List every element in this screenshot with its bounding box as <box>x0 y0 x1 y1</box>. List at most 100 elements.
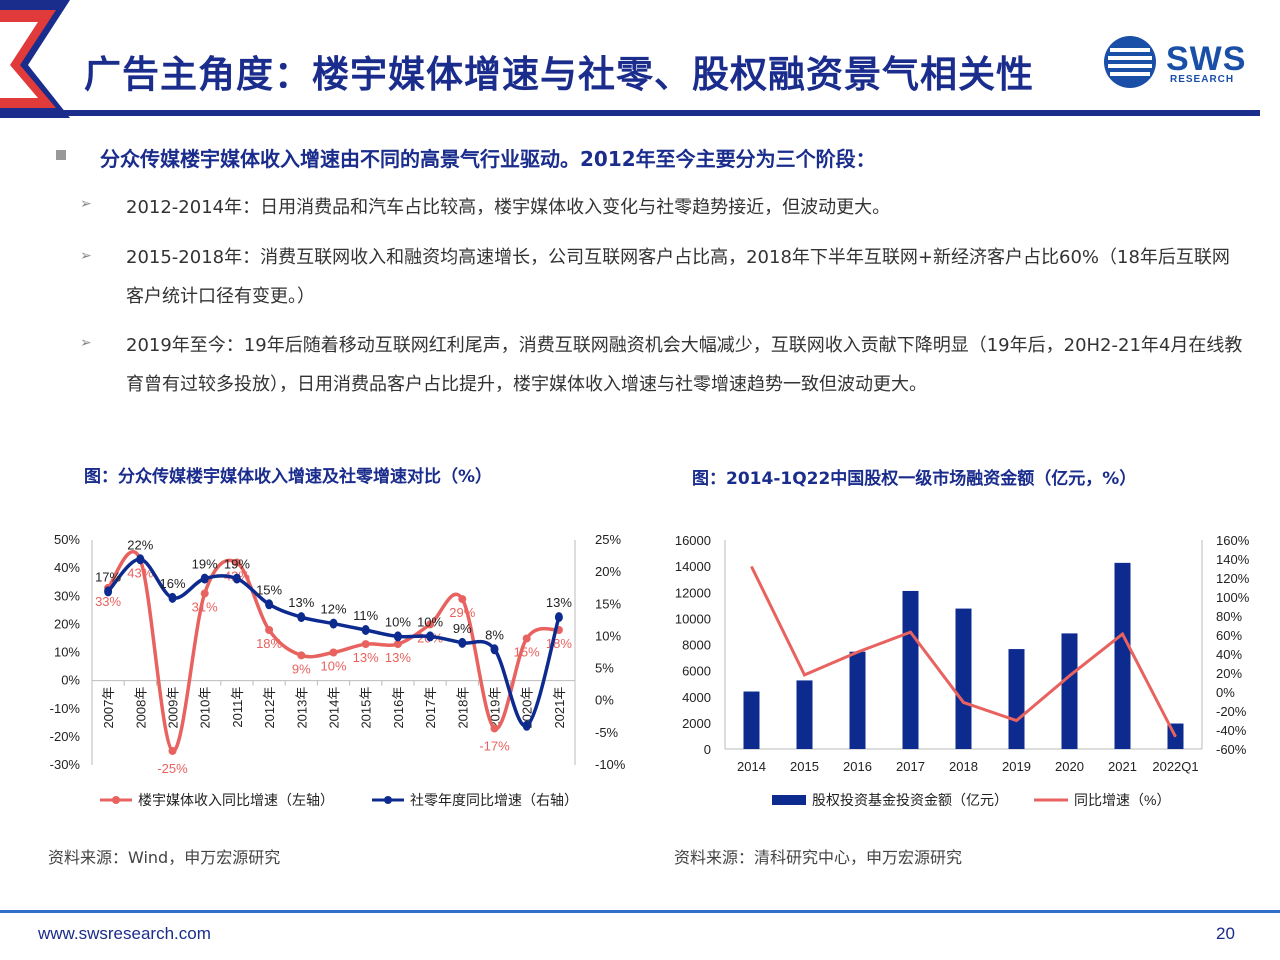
series-1-data-label: 31% <box>192 599 218 614</box>
right-y-tick-label: 5% <box>595 661 614 676</box>
x-tick-label: 2021 <box>1108 759 1137 774</box>
x-tick-label: 2010年 <box>198 687 213 729</box>
left-y-tick-label: 0% <box>61 673 80 688</box>
legend-marker-series-1 <box>112 796 120 804</box>
series-1-data-label: 29% <box>449 605 475 620</box>
series-1-point <box>329 648 338 657</box>
growth-rate-point <box>1175 736 1176 738</box>
bar <box>1061 633 1078 749</box>
arrow-bullet-icon: ➢ <box>80 196 92 212</box>
legend-label-series-1: 楼宇媒体收入同比增速（左轴） <box>138 792 334 808</box>
summary-point-3: 2019年至今：19年后随着移动互联网红利尾声，消费互联网融资机会大幅减少，互联… <box>126 335 1243 395</box>
bar <box>796 680 813 749</box>
x-tick-label: 2017 <box>896 759 925 774</box>
legend-marker-series-2 <box>384 796 392 804</box>
x-tick-label: 2011年 <box>230 687 245 728</box>
x-tick-label: 2016年 <box>391 687 406 729</box>
x-tick-label: 2014 <box>737 759 766 774</box>
right-y-tick-label: -10% <box>595 757 626 772</box>
footer-url: www.swsresearch.com <box>38 924 211 943</box>
left-y-tick-label: 50% <box>54 532 80 547</box>
right-y-tick-label: -20% <box>1216 704 1247 719</box>
x-tick-label: 2017年 <box>423 687 438 729</box>
growth-rate-point <box>1069 675 1070 677</box>
left-figure-title: 图：分众传媒楼宇媒体收入增速及社零增速对比（%） <box>84 467 493 487</box>
x-tick-label: 2019 <box>1002 759 1031 774</box>
series-2-point <box>393 631 402 642</box>
series-1-point <box>265 626 274 634</box>
right-bar-line-chart: 0 2000 4000 6000 8000 10000 12000 14000 16000 -60… <box>675 533 1250 808</box>
right-y-tick-label: 100% <box>1216 590 1250 605</box>
growth-rate-point <box>1016 720 1017 721</box>
right-figure-title: 图：2014-1Q22中国股权一级市场融资金额（亿元，%） <box>692 469 1137 489</box>
x-tick-label: 2018年 <box>455 687 470 729</box>
legend-label-line: 同比增速（%） <box>1074 792 1170 808</box>
left-y-tick-label: 10% <box>54 645 80 660</box>
logo-text: SWS <box>1166 40 1247 78</box>
left-y-tick-label: 14000 <box>675 559 711 574</box>
left-line-chart: -30% -20% -10% 0% 10% 20% 30% 40% 50% -10% -5% 0% 5%… <box>50 532 626 808</box>
right-y-tick-label: 20% <box>595 564 621 579</box>
x-tick-label: 2007年 <box>101 687 116 729</box>
series-2-point <box>426 631 435 642</box>
series-2-point <box>361 625 370 635</box>
right-y-tick-label: 160% <box>1216 533 1250 548</box>
x-tick-label: 2021年 <box>552 687 567 729</box>
x-tick-label: 2009年 <box>166 687 181 729</box>
right-y-tick-label: -40% <box>1216 723 1247 738</box>
growth-rate-point <box>963 701 964 703</box>
series-1-data-label: 18% <box>256 636 282 651</box>
series-2-data-label: 8% <box>485 627 504 642</box>
right-source-note: 资料来源：清科研究中心，申万宏源研究 <box>674 848 963 867</box>
series-1-data-label: -25% <box>157 761 188 776</box>
series-1-point <box>522 634 531 643</box>
left-y-tick-label: 20% <box>54 616 80 631</box>
right-y-tick-label: 120% <box>1216 571 1250 586</box>
summary-point-2: 2015-2018年：消费互联网收入和融资均高速增长，公司互联网客户占比高，20… <box>126 247 1230 307</box>
x-tick-label: 2013年 <box>294 687 309 729</box>
series-2-data-label: 19% <box>224 557 250 572</box>
bar <box>743 691 760 749</box>
series-2-data-label: 17% <box>95 569 121 584</box>
series-2-data-label: 12% <box>320 602 346 617</box>
right-y-tick-label: 80% <box>1216 609 1242 624</box>
series-1-point <box>458 595 467 604</box>
series-1-data-label: 9% <box>292 661 311 676</box>
right-y-tick-label: 140% <box>1216 552 1250 567</box>
series-2-point <box>104 586 113 597</box>
page-title: 广告主角度：楼宇媒体增速与社零、股权融资景气相关性 <box>84 52 1034 96</box>
footer-divider <box>0 910 1280 913</box>
summary-point-1: 2012-2014年：日用消费品和汽车占比较高，楼宇媒体收入变化与社零趋势接近，… <box>126 197 891 218</box>
square-bullet-icon <box>56 150 66 160</box>
series-1-point <box>393 640 402 649</box>
series-2-point <box>554 612 563 623</box>
left-y-tick-label: 0 <box>704 742 711 757</box>
series-2-point <box>136 554 145 565</box>
right-y-tick-label: 25% <box>595 532 621 547</box>
right-y-tick-label: 10% <box>595 628 621 643</box>
right-y-tick-label: -60% <box>1216 742 1247 757</box>
series-2-point <box>329 618 338 629</box>
growth-rate-point <box>1122 633 1123 635</box>
series-2-point <box>200 573 209 584</box>
series-1-data-label: 33% <box>95 594 121 609</box>
x-tick-label: 2008年 <box>133 687 148 729</box>
series-2-point <box>522 720 531 731</box>
series-2-data-label: 16% <box>159 576 185 591</box>
left-y-tick-label: 40% <box>54 560 80 575</box>
x-tick-label: 2016 <box>843 759 872 774</box>
left-y-tick-label: -10% <box>50 701 81 716</box>
series-1-data-label: 15% <box>514 644 540 659</box>
left-y-tick-label: 8000 <box>682 638 711 653</box>
series-2-data-label: 10% <box>417 614 443 629</box>
legend-label-bars: 股权投资基金投资金额（亿元） <box>812 792 1008 808</box>
series-2-point <box>168 592 177 603</box>
series-2-data-label: 22% <box>127 537 153 552</box>
series-1-data-label: 13% <box>353 650 379 665</box>
page-number: 20 <box>1216 924 1235 943</box>
series-1-data-label: 13% <box>385 650 411 665</box>
left-y-tick-label: 2000 <box>682 716 711 731</box>
series-1-point <box>490 724 499 733</box>
header-arrow-shape <box>0 0 70 118</box>
right-y-tick-label: 0% <box>595 693 614 708</box>
